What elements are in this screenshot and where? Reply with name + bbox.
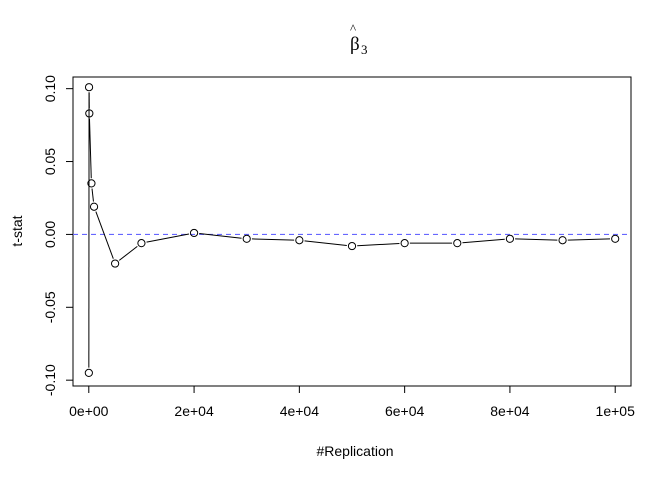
chart-title-subscript: 3 xyxy=(361,42,368,57)
series-segment xyxy=(146,233,190,243)
y-axis-label: t-stat xyxy=(9,215,25,246)
data-series xyxy=(84,83,620,377)
x-tick-label: 4e+04 xyxy=(280,403,320,419)
x-tick-label: 0e+00 xyxy=(69,403,109,419)
series-segment xyxy=(462,238,505,244)
data-point xyxy=(242,234,251,243)
y-tick-label: 0.00 xyxy=(42,221,58,248)
data-point xyxy=(111,259,120,268)
data-point xyxy=(89,202,99,211)
y-tick-label: 0.10 xyxy=(42,75,58,102)
x-axis-label: #Replication xyxy=(316,443,393,459)
data-point xyxy=(295,236,304,245)
data-point xyxy=(189,228,199,238)
plot-frame xyxy=(72,76,632,387)
x-tick-label: 2e+04 xyxy=(174,403,214,419)
data-point xyxy=(505,234,515,243)
data-point xyxy=(84,368,93,377)
x-tick-label: 6e+04 xyxy=(385,403,425,419)
series-segment xyxy=(357,242,400,247)
series-segment xyxy=(199,233,242,239)
chart-title: β ^ 3 xyxy=(350,21,368,57)
series-segment xyxy=(304,240,347,247)
series-segment xyxy=(567,238,611,241)
y-tick-label: -0.10 xyxy=(42,364,58,396)
y-tick-label: 0.05 xyxy=(42,148,58,175)
data-point xyxy=(558,236,567,245)
series-segment xyxy=(251,238,295,241)
data-point xyxy=(611,234,620,243)
y-tick-label: -0.05 xyxy=(42,291,58,323)
data-point xyxy=(453,239,462,248)
axes: 0e+00 2e+04 4e+04 6e+04 8e+04 1e+05 -0.10 -0.05… xyxy=(42,75,635,419)
data-point xyxy=(347,241,357,251)
series-segment xyxy=(88,118,92,179)
series-segment xyxy=(118,245,138,261)
data-point xyxy=(84,83,94,92)
x-tick-label: 1e+05 xyxy=(596,403,636,419)
x-tick-label: 8e+04 xyxy=(490,403,530,419)
series-segment xyxy=(95,211,114,259)
series-segment xyxy=(91,188,94,202)
chart-title-beta: β xyxy=(350,34,360,55)
data-point xyxy=(400,239,409,248)
chart-title-hat: ^ xyxy=(350,21,356,36)
series-segment xyxy=(515,238,558,241)
data-point xyxy=(87,179,96,188)
data-point xyxy=(137,239,146,248)
data-point xyxy=(85,109,94,118)
